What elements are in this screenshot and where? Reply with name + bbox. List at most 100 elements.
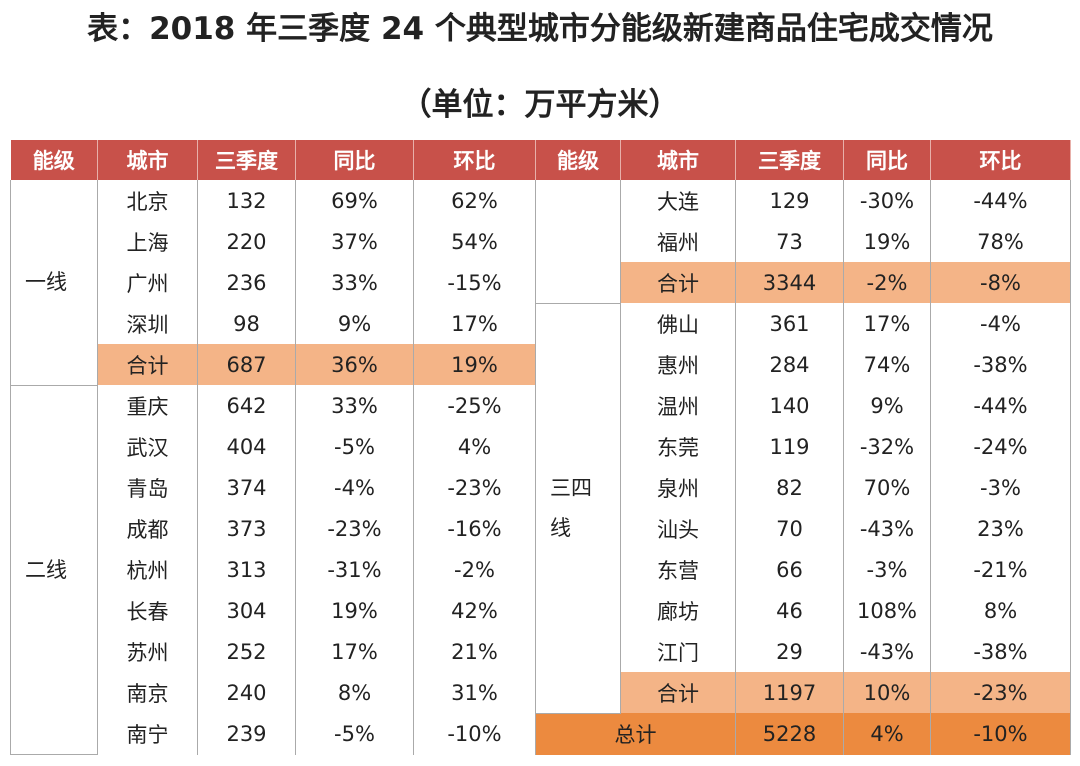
city-cell: 惠州 (620, 344, 736, 385)
value-cell: 33% (295, 385, 414, 426)
table-row: 青岛 374 -4% -23% 泉州 82 70% -3% (11, 467, 1071, 508)
value-cell: -23% (413, 467, 536, 508)
value-cell: 4% (413, 426, 536, 467)
value-cell: -10% (413, 713, 536, 755)
value-cell: 284 (735, 344, 844, 385)
tier-cell: 三四线 (535, 303, 621, 714)
grand-value: 4% (843, 713, 931, 755)
city-cell: 廊坊 (620, 590, 736, 631)
value-cell: -3% (843, 549, 931, 590)
value-cell: -32% (843, 426, 931, 467)
table-row: 上海 220 37% 54% 福州 73 19% 78% (11, 221, 1071, 262)
city-cell: 合计 (620, 262, 736, 303)
city-cell: 江门 (620, 631, 736, 672)
value-cell: 10% (843, 672, 931, 713)
header-cell: 能级 (10, 140, 98, 180)
table-row: 深圳 98 9% 17% 三四线 佛山 361 17% -4% (11, 303, 1071, 714)
value-cell: -8% (930, 262, 1071, 303)
city-cell: 青岛 (97, 467, 198, 508)
value-cell: -23% (930, 672, 1071, 713)
value-cell: -23% (295, 508, 414, 549)
value-cell: 240 (197, 672, 296, 713)
value-cell: 19% (843, 221, 931, 262)
city-cell: 重庆 (97, 385, 198, 426)
value-cell: 21% (413, 631, 536, 672)
value-cell: -44% (930, 385, 1071, 426)
city-cell: 成都 (97, 508, 198, 549)
value-cell: -30% (843, 180, 931, 221)
value-cell: 252 (197, 631, 296, 672)
value-cell: -38% (930, 631, 1071, 672)
value-cell: 33% (295, 262, 414, 303)
value-cell: 62% (413, 180, 536, 221)
city-cell: 东莞 (620, 426, 736, 467)
table-row: 二线 重庆 642 33% -25% 温州 140 9% -44% (10, 384, 1071, 755)
value-cell: 42% (413, 590, 536, 631)
value-cell: -24% (930, 426, 1071, 467)
value-cell: 73 (735, 221, 844, 262)
city-cell: 深圳 (97, 303, 198, 344)
table-row: 杭州 313 -31% -2% 东营 66 -3% -21% (11, 549, 1071, 590)
value-cell: 19% (295, 590, 414, 631)
value-cell: -3% (930, 467, 1071, 508)
tier-label: 三四线 (550, 476, 592, 540)
value-cell: 687 (197, 344, 296, 385)
grand-value: 5228 (735, 713, 844, 755)
tier-cell: 一线 (10, 180, 98, 386)
table-row: 成都 373 -23% -16% 汕头 70 -43% 23% (11, 508, 1071, 549)
city-cell: 广州 (97, 262, 198, 303)
value-cell: -5% (295, 713, 414, 755)
city-cell: 温州 (620, 385, 736, 426)
value-cell: 98 (197, 303, 296, 344)
value-cell: 129 (735, 180, 844, 221)
data-table: 能级 城市 三季度 同比 环比 能级 城市 三季度 同比 环比 一线 北京 132 69% 62% 大连 12… (10, 140, 1071, 755)
value-cell: 220 (197, 221, 296, 262)
grand-value: -10% (930, 713, 1071, 755)
header-cell: 同比 (295, 140, 414, 180)
table-body: 一线 北京 132 69% 62% 大连 129 -30% -44% 上海 220 37% 54% 福州 7… (10, 180, 1071, 755)
value-cell: -38% (930, 344, 1071, 385)
table-row: 合计 687 36% 19% 惠州 284 74% -38% (11, 344, 1071, 385)
value-cell: 3344 (735, 262, 844, 303)
table-row: 苏州 252 17% 21% 江门 29 -43% -38% (11, 631, 1071, 672)
value-cell: -21% (930, 549, 1071, 590)
value-cell: 29 (735, 631, 844, 672)
value-cell: 23% (930, 508, 1071, 549)
value-cell: -15% (413, 262, 536, 303)
header-cell: 三季度 (197, 140, 296, 180)
header-cell: 环比 (930, 140, 1071, 180)
value-cell: -43% (843, 631, 931, 672)
header-cell: 城市 (97, 140, 198, 180)
value-cell: 119 (735, 426, 844, 467)
value-cell: 8% (295, 672, 414, 713)
value-cell: -5% (295, 426, 414, 467)
table-row: 南宁 239 -5% -10% 总计 5228 4% -10% (11, 713, 1071, 755)
value-cell: -16% (413, 508, 536, 549)
value-cell: 8% (930, 590, 1071, 631)
value-cell: 373 (197, 508, 296, 549)
table-row: 广州 236 33% -15% 合计 3344 -2% -8% (11, 262, 1071, 303)
value-cell: -43% (843, 508, 931, 549)
value-cell: 236 (197, 262, 296, 303)
header-cell: 环比 (413, 140, 536, 180)
value-cell: 66 (735, 549, 844, 590)
value-cell: 1197 (735, 672, 844, 713)
grand-label: 总计 (535, 713, 736, 755)
city-cell: 长春 (97, 590, 198, 631)
city-cell: 泉州 (620, 467, 736, 508)
tier-cell: 二线 (10, 384, 98, 755)
value-cell: 36% (295, 344, 414, 385)
value-cell: 37% (295, 221, 414, 262)
tier-cell (535, 180, 621, 304)
city-cell: 武汉 (97, 426, 198, 467)
value-cell: 31% (413, 672, 536, 713)
value-cell: 313 (197, 549, 296, 590)
header-cell: 三季度 (735, 140, 844, 180)
header-row: 能级 城市 三季度 同比 环比 能级 城市 三季度 同比 环比 (10, 140, 1071, 180)
value-cell: 78% (930, 221, 1071, 262)
value-cell: 17% (295, 631, 414, 672)
city-cell: 杭州 (97, 549, 198, 590)
value-cell: 404 (197, 426, 296, 467)
value-cell: 132 (197, 180, 296, 221)
city-cell: 大连 (620, 180, 736, 221)
